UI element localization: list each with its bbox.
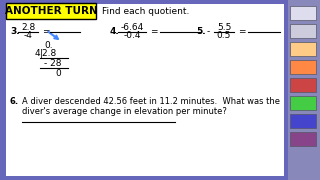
Text: 5.: 5. [196,28,206,37]
Text: 0.: 0. [44,40,52,50]
Bar [290,6,316,20]
Bar [288,0,320,180]
Bar [290,132,316,146]
Bar [290,114,316,128]
Text: -4: -4 [24,31,32,40]
Text: 4.: 4. [110,28,120,37]
Text: 6.: 6. [10,98,19,107]
Text: diver's average change in elevation per minute?: diver's average change in elevation per … [22,107,227,116]
Text: -: - [207,28,210,37]
Text: =: = [150,28,157,37]
Text: =: = [42,28,50,37]
Bar [290,42,316,56]
Text: 2.8: 2.8 [21,24,35,33]
Text: 3.: 3. [10,28,20,37]
Text: Find each quotient.: Find each quotient. [102,6,189,15]
Bar [290,60,316,74]
Text: 0: 0 [55,69,61,78]
FancyBboxPatch shape [6,3,96,19]
Text: - 28: - 28 [44,58,61,68]
Text: ANOTHER TURN: ANOTHER TURN [4,6,97,16]
Text: =: = [238,28,245,37]
Bar [290,24,316,38]
Text: 0.5: 0.5 [217,31,231,40]
Text: |2.8: |2.8 [40,48,57,57]
Text: -0.4: -0.4 [123,31,141,40]
Text: 5.5: 5.5 [217,24,231,33]
Bar [6,4,284,176]
Text: A diver descended 42.56 feet in 11.2 minutes.  What was the: A diver descended 42.56 feet in 11.2 min… [22,98,280,107]
Bar [290,78,316,92]
Text: 4: 4 [34,48,40,57]
Bar [290,96,316,110]
Text: -6.64: -6.64 [120,24,144,33]
